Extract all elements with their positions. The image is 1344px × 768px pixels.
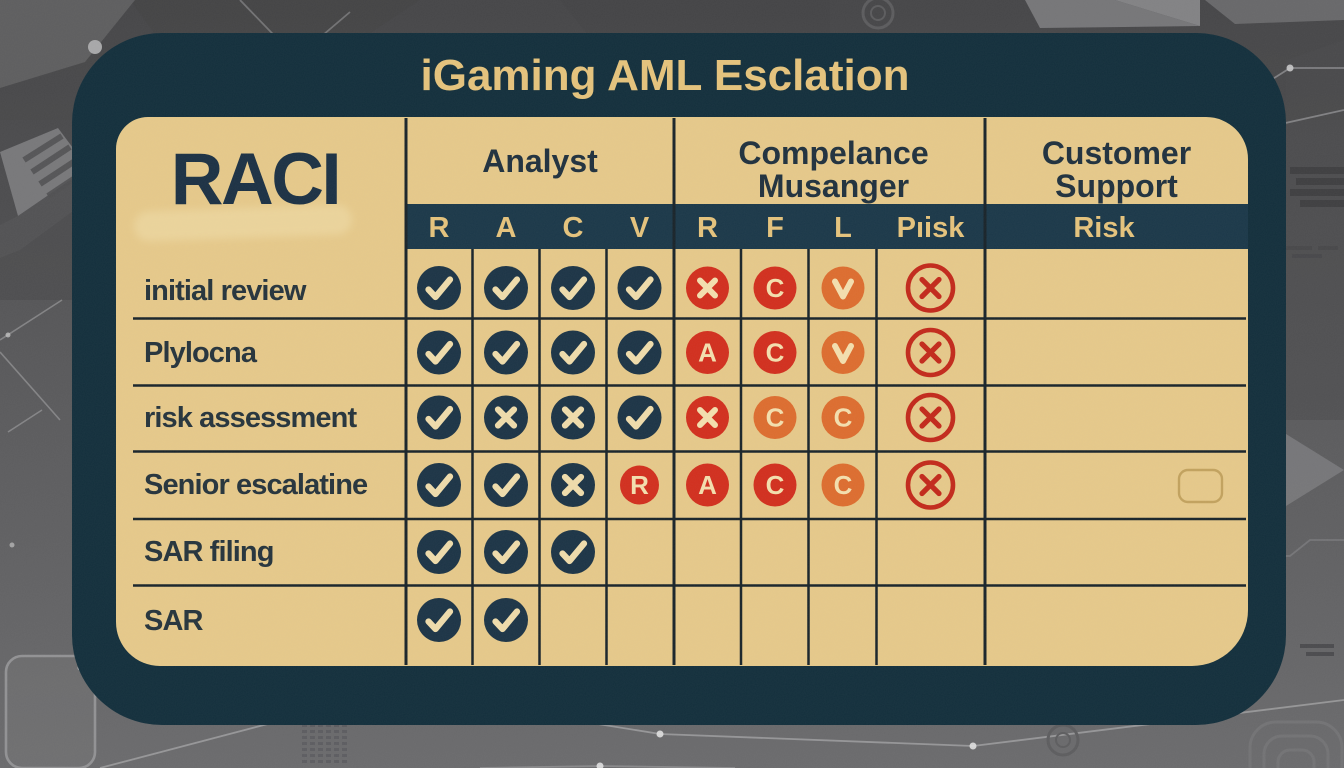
svg-text:A: A	[698, 470, 717, 500]
svg-text:Risk: Risk	[1073, 212, 1135, 244]
svg-text:C: C	[766, 470, 785, 500]
svg-text:A: A	[698, 338, 717, 368]
svg-text:Pıisk: Pıisk	[897, 212, 966, 244]
svg-text:C: C	[834, 470, 853, 500]
svg-text:C: C	[834, 403, 853, 433]
svg-text:L: L	[834, 212, 852, 244]
svg-text:R: R	[697, 212, 718, 244]
svg-text:C: C	[766, 338, 785, 368]
svg-text:C: C	[766, 403, 785, 433]
svg-text:A: A	[496, 212, 517, 244]
svg-text:R: R	[630, 470, 649, 500]
svg-text:R: R	[429, 212, 450, 244]
svg-text:C: C	[766, 273, 785, 303]
svg-text:V: V	[630, 212, 650, 244]
svg-text:F: F	[766, 212, 784, 244]
svg-text:C: C	[563, 212, 584, 244]
